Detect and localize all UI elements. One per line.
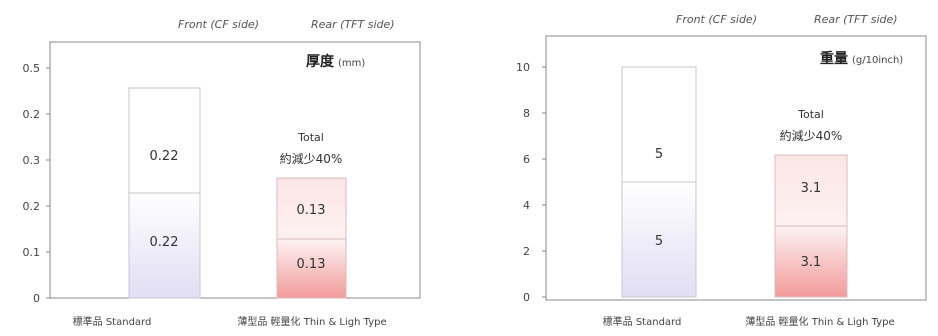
y-tick-label: 0.1: [23, 246, 41, 259]
bar-thin-front-label: 0.13: [297, 203, 326, 218]
bar-thin-rear-label: 3.1: [801, 255, 822, 270]
chart-title: 厚度: [306, 53, 335, 70]
annotation-total: Total: [797, 108, 824, 121]
y-tick-label: 0.3: [23, 154, 41, 167]
bar-thin-front: [774, 154, 848, 227]
bar-standard-front: [128, 87, 201, 194]
y-tick-label: 2: [523, 245, 530, 258]
chart-title: 重量: [820, 50, 848, 67]
legend-front-label: Front (CF side): [676, 13, 757, 26]
y-tick-label: 0.5: [23, 62, 41, 75]
x-category-label: 標準品 Standard: [73, 315, 152, 328]
x-category-label: 薄型品 輕量化 Thin & Ligh Type: [237, 315, 386, 328]
plot-frame: [545, 35, 927, 301]
bar-standard-front-label: 5: [655, 147, 663, 162]
y-tick-label: 0.2: [23, 200, 41, 213]
legend-rear-label: Rear (TFT side): [311, 18, 395, 31]
y-axis: 0 2 4 6 8 10: [516, 61, 546, 304]
weight-chart: Front (CF side) Rear (TFT side) 重量 (g/10…: [516, 13, 927, 328]
y-tick-label: 6: [523, 153, 530, 166]
y-tick-label: 0: [523, 291, 530, 304]
y-tick-label: 0: [33, 292, 40, 305]
annotation-reduction: 約減少40%: [280, 151, 343, 166]
plot-frame: [49, 41, 421, 299]
y-tick-label: 10: [516, 61, 530, 74]
bar-thin-front-label: 3.1: [801, 181, 822, 196]
x-category-label: 標準品 Standard: [603, 315, 682, 328]
thickness-chart: Front (CF side) Rear (TFT side) 厚度 (mm) …: [23, 18, 421, 328]
annotation-total: Total: [297, 131, 324, 144]
bar-standard-front-label: 0.22: [150, 149, 179, 164]
bar-thin-rear: [276, 238, 347, 299]
y-tick-label: 8: [523, 107, 530, 120]
chart-unit: (g/10inch): [852, 55, 903, 66]
chart-unit: (mm): [338, 58, 365, 69]
bar-standard-rear: [128, 192, 201, 299]
bar-thin-front: [276, 177, 347, 240]
bar-standard-rear-label: 0.22: [150, 235, 179, 250]
y-axis: 0 0.1 0.2 0.3 0.2 0.5: [23, 62, 50, 305]
bar-thin-rear: [774, 225, 848, 298]
annotation-reduction: 約減少40%: [780, 128, 843, 143]
bar-thin-rear-label: 0.13: [297, 257, 326, 272]
bar-standard-front: [621, 66, 697, 183]
y-tick-label: 4: [523, 199, 530, 212]
y-tick-label: 0.2: [23, 108, 41, 121]
legend-front-label: Front (CF side): [178, 18, 259, 31]
bar-standard-rear-label: 5: [655, 234, 663, 249]
x-category-label: 薄型品 輕量化 Thin & Ligh Type: [745, 315, 894, 328]
legend-rear-label: Rear (TFT side): [814, 13, 898, 26]
